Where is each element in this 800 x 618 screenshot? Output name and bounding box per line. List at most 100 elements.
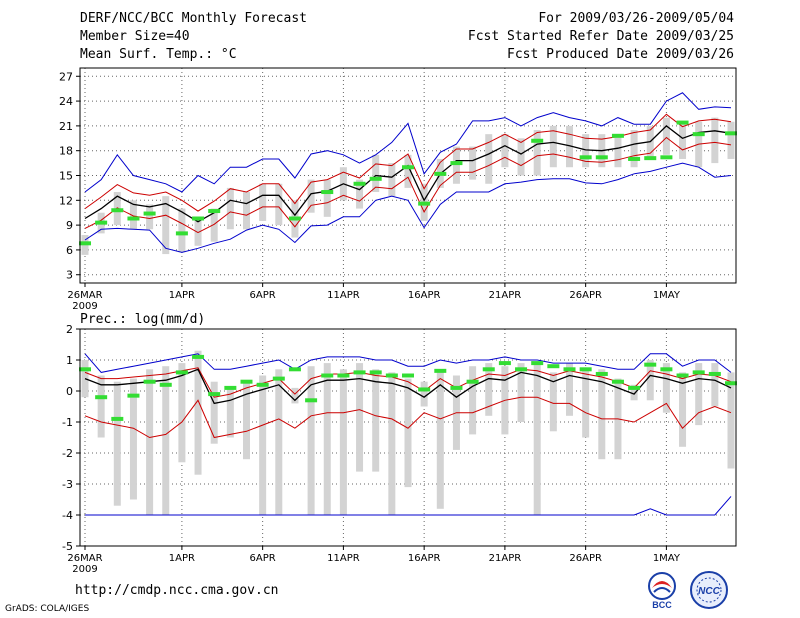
produced-date: Fcst Produced Date 2009/03/26 [507,47,734,62]
temp-range-box [210,208,218,242]
prec-observed-mark [256,382,269,387]
temp-xtick-label: 16APR [408,290,441,301]
temp-range-box [162,196,170,255]
temp-observed-mark [692,132,705,137]
variable-label: Mean Surf. Temp.: °C [80,47,237,62]
temp-range-box [226,187,234,230]
prec-observed-mark [676,373,689,378]
temp-ytick-label: 21 [59,120,73,133]
prec-range-box [566,363,573,416]
temp-range-box [307,179,315,213]
prec-observed-mark [224,385,237,390]
prec-ytick-label: 0 [66,385,73,398]
prec-range-box [695,363,703,426]
temp-xtick-label: 26APR [569,290,602,301]
temp-range-box [452,146,460,184]
prec-observed-mark [595,371,608,376]
prec-range-box [646,360,654,401]
prec-xtick-label: 21APR [489,553,522,564]
temp-observed-mark [611,133,624,138]
bcc-logo-mark [652,581,672,588]
temp-observed-mark [418,201,431,206]
prec-observed-mark [563,367,576,372]
prec-observed-mark [111,416,124,421]
prec-ytick-label: 2 [66,323,73,336]
prec-observed-mark [192,354,205,359]
prec-ytick-label: -1 [62,416,73,429]
prec-observed-mark [385,373,398,378]
prec-range-box [517,363,525,422]
temp-range-box [582,134,590,168]
temp-observed-mark [531,138,544,143]
bcc-logo-ring [648,572,676,600]
prec-observed-mark [127,393,140,398]
prec-range-box [388,372,396,515]
prec-observed-mark [628,385,641,390]
prec-range-box [226,387,234,438]
prec-observed-mark [321,373,334,378]
prec-range-box [582,369,590,438]
ncc-logo-text: NCC [698,586,720,597]
temp-range-box [323,179,331,217]
temp-range-box [388,163,396,197]
bcc-logo-wave [653,587,671,593]
prec-observed-mark [547,364,560,369]
temp-observed-mark [127,216,140,221]
temp-ytick-label: 12 [59,194,73,207]
temp-ytick-label: 9 [66,219,73,232]
temp-xtick-label: 1MAY [653,290,681,301]
temp-observed-mark [725,131,737,136]
start-date: Fcst Started Refer Date 2009/03/25 [467,29,734,44]
prec-year-label: 2009 [72,564,97,575]
prec-range-box [129,378,137,500]
temp-observed-mark [143,211,156,216]
prec-range-box [210,381,218,444]
prec-range-box [162,366,170,515]
prec-range-box [420,381,428,407]
temp-range-box [243,192,250,230]
temp-ytick-label: 18 [59,145,73,158]
prec-observed-mark [531,361,544,366]
prec-observed-mark [418,387,431,392]
prec-observed-mark [79,367,91,372]
temp-observed-mark [288,216,301,221]
prec-xtick-label: 11APR [327,553,360,564]
prec-xtick-label: 1MAY [653,553,681,564]
prec-observed-mark [644,362,657,367]
prec-observed-mark [175,370,188,375]
temp-range-box [194,216,202,246]
temp-range-box [517,138,525,176]
prec-observed-mark [434,368,447,373]
prec-observed-mark [708,371,721,376]
website-link[interactable]: http://cmdp.ncc.cma.gov.cn [75,583,279,598]
ncc-logo-ring [690,571,728,609]
prec-ytick-label: -2 [62,447,73,460]
temp-ytick-label: 27 [59,70,73,83]
prec-observed-mark [482,367,495,372]
prec-plot-frame [79,328,737,547]
prec-observed-mark [450,385,463,390]
prec-observed-mark [240,379,253,384]
temp-observed-mark [95,220,108,225]
temp-observed-mark [676,120,689,125]
prec-xtick-label: 1APR [169,553,195,564]
temp-observed-mark [192,216,205,221]
temp-xtick-label: 11APR [327,290,360,301]
temp-range-box [129,200,137,230]
prec-range-box [194,350,202,475]
temp-xtick-label: 26MAR [67,290,102,301]
prec-ytick-label: -4 [62,509,73,522]
prec-mean-line [84,368,732,405]
prec-range-box [598,369,606,460]
prec-range-box [356,363,364,472]
prec-lower-line [84,396,732,439]
prec-xtick-label: 26MAR [67,553,102,564]
temp-range-box [566,125,573,168]
chart-title: DERF/NCC/BCC Monthly Forecast [80,11,307,26]
temp-observed-mark [208,209,221,214]
prec-observed-mark [402,373,414,378]
prec-range-box [259,375,267,515]
prec-observed-mark [305,398,318,403]
temp-range-box [533,130,541,176]
prec-observed-mark [353,370,366,375]
